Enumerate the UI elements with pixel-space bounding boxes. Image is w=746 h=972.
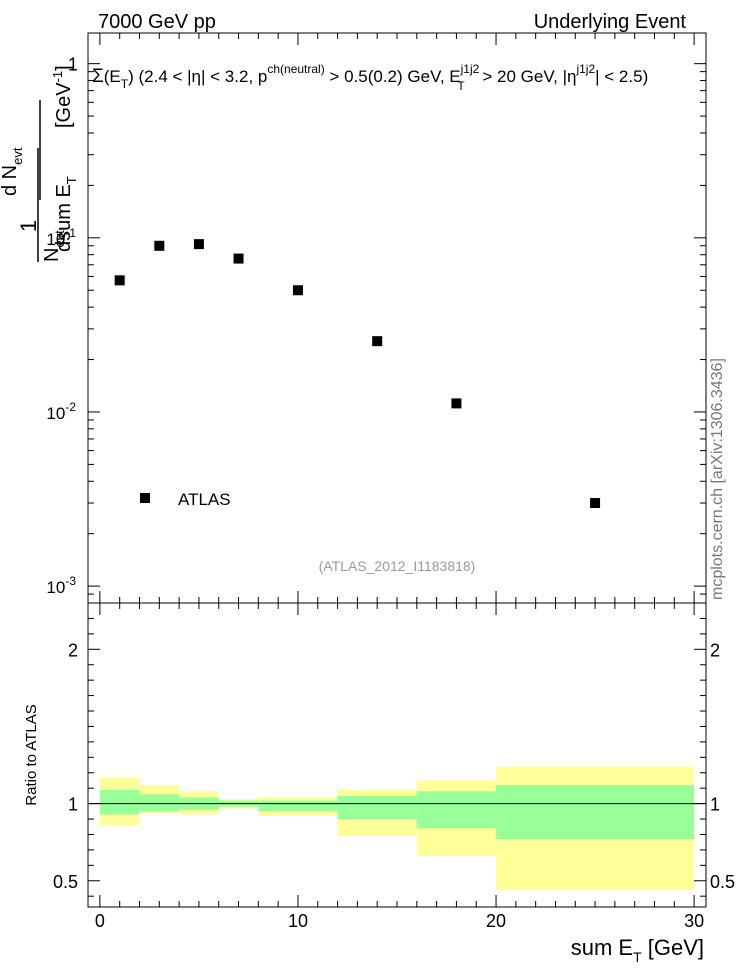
analysis-tag: (ATLAS_2012_I1183818)	[319, 558, 476, 574]
svg-text:1: 1	[16, 220, 41, 232]
main-y-tick-label: 10-3	[46, 574, 76, 597]
main-y-tick-label: 1	[68, 55, 78, 75]
data-point-6	[451, 398, 462, 409]
data-point-2	[193, 239, 204, 250]
ratio-y-tick-label-right: 2	[710, 640, 720, 660]
main-plot-frame	[87, 32, 707, 604]
ratio-y-tick-label-right: 0.5	[710, 872, 735, 892]
data-point-3	[233, 253, 244, 264]
data-point-0	[114, 275, 125, 286]
header-left: 7000 GeV pp	[98, 11, 216, 33]
header-right: Underlying Event	[534, 11, 687, 33]
ratio-band-inner-1	[139, 794, 180, 812]
ratio-y-tick-label-left: 0.5	[53, 872, 78, 892]
x-tick-label: 0	[95, 911, 105, 931]
ratio-y-axis-label: Ratio to ATLAS	[23, 704, 40, 805]
ratio-y-tick-label-left: 1	[68, 795, 78, 815]
axis-ticks	[88, 33, 706, 907]
ratio-band-inner-4	[258, 800, 338, 812]
data-points	[114, 239, 601, 509]
x-tick-label: 20	[486, 911, 506, 931]
ratio-y-tick-label-left: 2	[68, 640, 78, 660]
x-axis-label: sum ET [GeV]	[571, 935, 704, 965]
ratio-band-inner-5	[337, 795, 417, 820]
main-y-axis-label: 1 Nevt d Nevt dsum ET [GeV-1]	[0, 65, 79, 262]
svg-text:dsum ET: dsum ET	[53, 176, 79, 252]
data-point-5	[372, 336, 383, 347]
svg-text:[GeV-1]: [GeV-1]	[50, 65, 75, 128]
watermark: mcplots.cern.ch [arXiv:1306.3436]	[709, 358, 726, 600]
main-y-tick-label: 10-1	[46, 226, 76, 249]
x-tick-label: 10	[288, 911, 308, 931]
ratio-bands	[99, 766, 695, 891]
data-point-7	[590, 498, 601, 509]
data-point-1	[154, 240, 165, 251]
ratio-band-inner-6	[416, 791, 497, 829]
ratio-y-tick-label-right: 1	[710, 795, 720, 815]
main-y-tick-label: 10-2	[46, 400, 76, 423]
ratio-band-inner-0	[99, 789, 140, 815]
plot-title: Σ(ET) (2.4 < |η| < 3.2, pch(neutral) > 0…	[92, 62, 648, 93]
legend-marker-atlas	[140, 493, 150, 503]
legend-label-atlas: ATLAS	[178, 490, 231, 509]
data-point-4	[292, 285, 303, 296]
svg-text:d Nevt: d Nevt	[0, 147, 25, 196]
tick-labels: 0 10 20 30 0.5 0.5 1 1 2 2 10-3 10-2 10-1 1	[46, 55, 735, 931]
x-tick-label: 30	[684, 911, 704, 931]
ratio-band-inner-7	[496, 785, 695, 840]
